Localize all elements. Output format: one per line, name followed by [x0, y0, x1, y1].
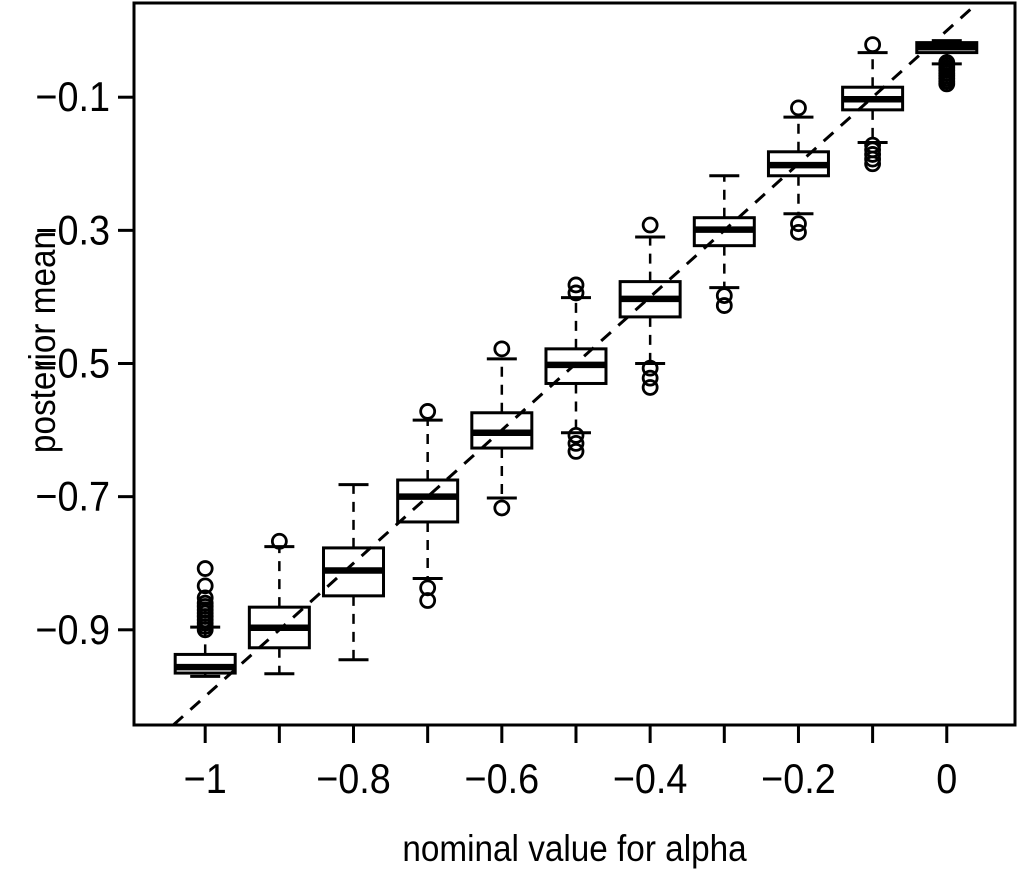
y-tick-label: −0.3: [35, 208, 110, 254]
y-axis-title: posterior mean: [22, 230, 63, 454]
outlier-point: [715, 297, 733, 314]
outlier-point: [196, 577, 214, 595]
outlier-point: [715, 287, 733, 304]
outlier-point: [864, 150, 882, 168]
outlier-point: [419, 403, 437, 420]
outlier-point: [567, 284, 585, 302]
x-axis-title: nominal value for alpha: [402, 828, 747, 869]
y-tick-label: −0.7: [35, 474, 110, 520]
y-tick-label: −0.1: [35, 74, 110, 120]
identity-reference-line: [172, 1, 979, 727]
outlier-point: [493, 340, 511, 358]
x-tick-label: −0.4: [613, 756, 688, 802]
outlier-point: [419, 592, 437, 609]
outlier-point: [864, 36, 882, 54]
x-tick-label: −0.2: [761, 756, 836, 802]
outlier-point: [641, 379, 659, 396]
iqr-box: [396, 478, 460, 524]
x-tick-label: 0: [936, 756, 957, 802]
outlier-point: [641, 359, 659, 377]
outlier-point: [641, 216, 659, 234]
outlier-point: [493, 499, 511, 517]
outlier-point: [790, 99, 807, 117]
outlier-point: [270, 532, 288, 550]
outlier-point: [196, 560, 214, 577]
x-tick-label: −0.8: [316, 756, 391, 802]
x-tick-label: −1: [184, 756, 227, 802]
x-tick-label: −0.6: [465, 756, 540, 802]
outlier-point: [196, 621, 214, 639]
outlier-point: [567, 427, 585, 444]
outlier-point: [938, 75, 956, 93]
outlier-point: [567, 276, 585, 294]
outlier-point: [790, 223, 807, 241]
y-tick-label: −0.9: [35, 607, 110, 653]
outlier-point: [864, 146, 882, 163]
outlier-point: [864, 155, 882, 173]
outlier-point: [567, 434, 585, 452]
outlier-point: [641, 369, 659, 387]
outlier-point: [567, 442, 585, 460]
outlier-point: [790, 215, 807, 233]
y-tick-label: −0.5: [35, 341, 110, 387]
